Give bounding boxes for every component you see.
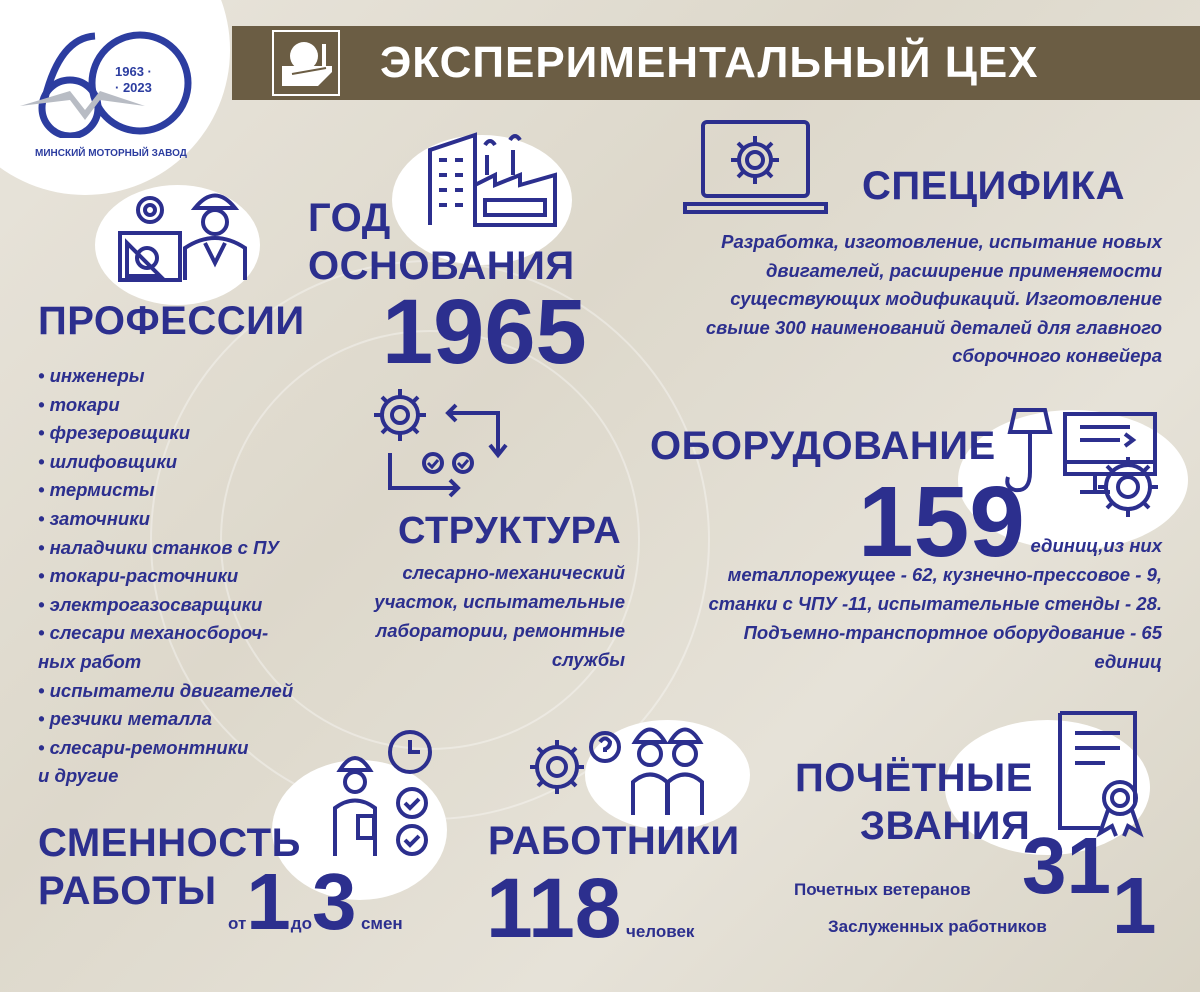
- list-item: • шлифовщики: [38, 450, 177, 472]
- header-bar: ЭКСПЕРИМЕНТАЛЬНЫЙ ЦЕХ: [232, 26, 1200, 100]
- honors-merited-count: 1: [1112, 861, 1157, 950]
- honors-veterans-label: Почетных ветеранов: [794, 880, 971, 899]
- shifts-from-label: от: [228, 914, 247, 933]
- honors-merited-label: Заслуженных работников: [828, 917, 1047, 936]
- text-line: существующих модификаций. Изготовление: [730, 288, 1162, 309]
- hand-and-helmet-icon: [272, 30, 340, 96]
- honors-title-line2: ЗВАНИЯ: [860, 804, 1031, 848]
- equipment-count: 159: [858, 466, 1025, 578]
- crane-computer-gear-icon: [1000, 402, 1175, 522]
- text-line: слесарно-механический: [402, 562, 625, 583]
- shifts-range: от1до3 смен: [228, 862, 403, 942]
- logo-years-top: 1963 ·: [115, 64, 152, 79]
- shifts-to-value: 3: [311, 857, 357, 946]
- professions-list: • инженеры • токари • фрезеровщики • шли…: [38, 362, 293, 791]
- text-line: единиц,из них: [1030, 535, 1162, 556]
- founded-title-line2: ОСНОВАНИЯ: [308, 244, 575, 288]
- workers-count-row: 118 человек: [486, 866, 694, 950]
- shifts-title-line1: СМЕННОСТЬ: [38, 821, 301, 865]
- text-line: участок, испытательные: [374, 591, 625, 612]
- list-item: • токари: [38, 393, 120, 415]
- list-item: • токари-расточники: [38, 565, 239, 587]
- list-item: и другие: [38, 765, 119, 787]
- worker-clock-checklist-icon: [330, 728, 440, 858]
- list-item: ных работ: [38, 650, 142, 672]
- factory-icon: [425, 130, 560, 230]
- structure-title: СТРУКТУРА: [398, 510, 622, 552]
- company-logo: 1963 · · 2023 МИНСКИЙ МОТОРНЫЙ ЗАВОД: [15, 28, 195, 168]
- text-line: службы: [551, 649, 625, 670]
- professions-title: ПРОФЕССИИ: [38, 299, 305, 343]
- text-line: единиц: [1094, 651, 1162, 672]
- equipment-title: ОБОРУДОВАНИЕ: [650, 424, 996, 468]
- text-line: сборочного конвейера: [952, 345, 1162, 366]
- founded-title-line1: ГОД: [308, 196, 391, 240]
- list-item: • наладчики станков с ПУ: [38, 536, 279, 558]
- structure-description: слесарно-механический участок, испытател…: [374, 558, 625, 674]
- text-line: Подъемно-транспортное оборудование - 65: [743, 622, 1162, 643]
- list-item: • слесари механосбороч-: [38, 622, 269, 644]
- process-cycle-icon: [368, 383, 518, 498]
- list-item: • электрогазосварщики: [38, 593, 263, 615]
- list-item: • термисты: [38, 479, 155, 501]
- list-item: • испытатели двигателей: [38, 679, 294, 701]
- list-item: • заточники: [38, 507, 150, 529]
- list-item: • фрезеровщики: [38, 422, 191, 444]
- text-line: двигателей, расширение применяемости: [765, 259, 1162, 281]
- logo-years-bottom: · 2023: [115, 80, 152, 95]
- shifts-from-value: 1: [246, 857, 291, 946]
- list-item: • слесари-ремонтники: [38, 736, 249, 758]
- logo-company-name: МИНСКИЙ МОТОРНЫЙ ЗАВОД: [35, 148, 187, 159]
- text-line: станки с ЧПУ -11, испытательные стенды -…: [708, 593, 1162, 614]
- text-line: свыше 300 наименований деталей для главн…: [705, 316, 1162, 338]
- page-title: ЭКСПЕРИМЕНТАЛЬНЫЙ ЦЕХ: [380, 38, 1039, 87]
- honors-veterans-count: 31: [1022, 821, 1111, 910]
- honors-title-line1: ПОЧЁТНЫЕ: [795, 756, 1033, 800]
- text-line: металлорежущее - 62, кузнечно-прессовое …: [727, 564, 1162, 585]
- laptop-gear-icon: [683, 118, 828, 218]
- workers-title: РАБОТНИКИ: [488, 819, 740, 863]
- specifics-title: СПЕЦИФИКА: [862, 164, 1125, 208]
- founded-year: 1965: [382, 281, 587, 383]
- workers-unit: человек: [625, 922, 695, 941]
- shifts-unit: смен: [360, 914, 403, 933]
- engineers-icon: [115, 188, 255, 283]
- certificate-icon: [1040, 708, 1155, 838]
- team-gears-icon: [525, 712, 720, 817]
- text-line: лаборатории, ремонтные: [375, 620, 625, 641]
- specifics-description: Разработка, изготовление, испытание новы…: [706, 228, 1162, 371]
- shifts-title-line2: РАБОТЫ: [38, 869, 217, 913]
- workers-count: 118: [486, 861, 622, 955]
- equipment-description: единиц,из них металлорежущее - 62, кузне…: [708, 531, 1162, 676]
- shifts-to-label: до: [290, 914, 312, 933]
- list-item: • инженеры: [38, 365, 145, 386]
- list-item: • резчики металла: [38, 708, 212, 730]
- text-line: Разработка, изготовление, испытание новы…: [721, 231, 1162, 252]
